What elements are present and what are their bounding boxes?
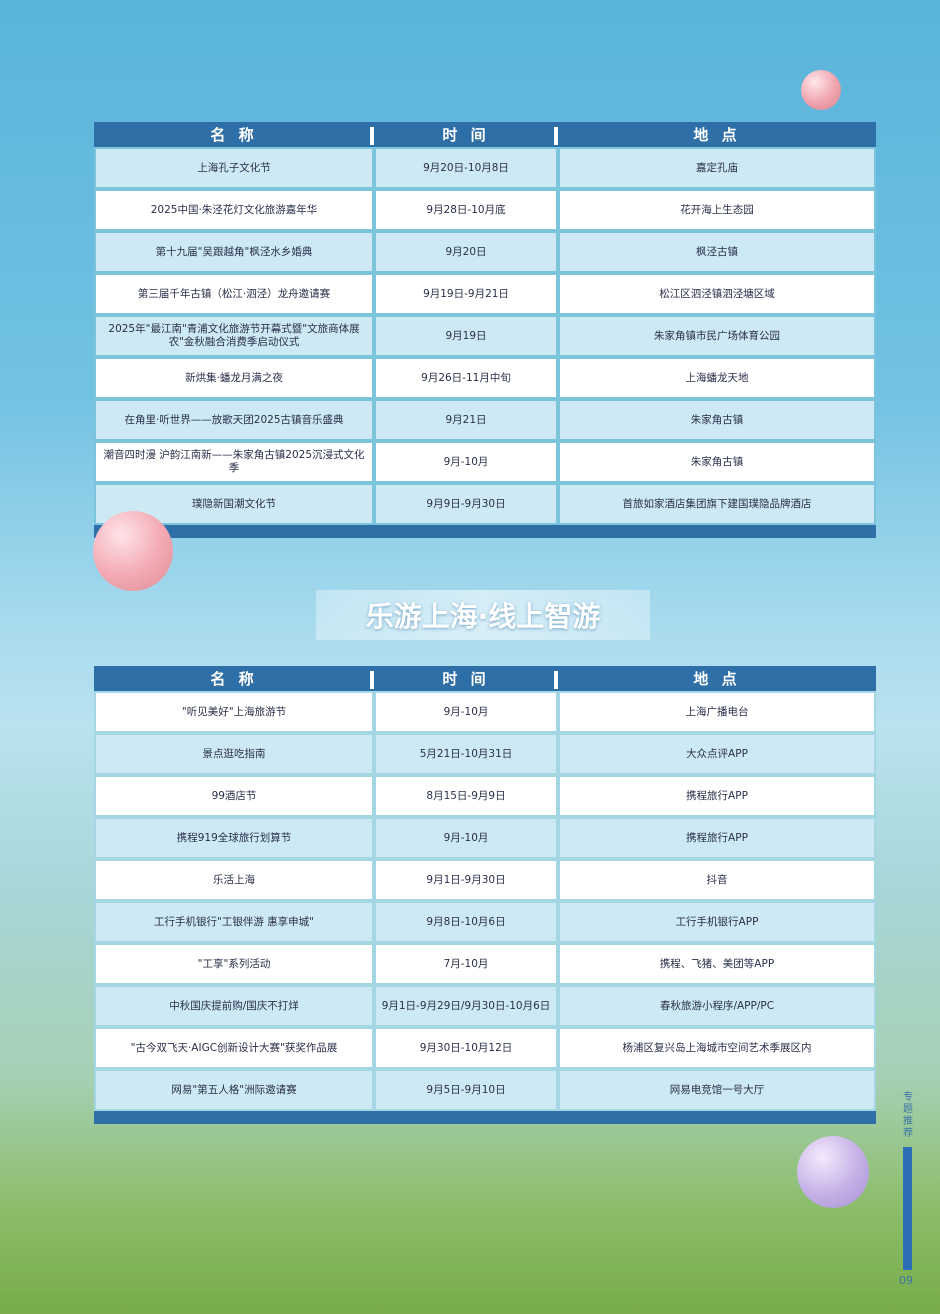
event-name: 新烘集·蟠龙月满之夜: [94, 357, 374, 399]
event-location: 上海广播电台: [558, 691, 876, 733]
header-time: 时 间: [442, 126, 490, 144]
table-header: 名 称 时 间 地 点: [94, 666, 876, 691]
event-time: 7月-10月: [374, 943, 558, 985]
event-time: 9月20日: [374, 231, 558, 273]
event-time: 8月15日-9月9日: [374, 775, 558, 817]
event-time: 9月19日-9月21日: [374, 273, 558, 315]
event-time: 9月26日-11月中旬: [374, 357, 558, 399]
side-label: 专题推荐: [903, 1092, 913, 1139]
table-row: 网易"第五人格"洲际邀请赛 9月5日-9月10日 网易电竞馆一号大厅: [94, 1069, 876, 1111]
table-row: 99酒店节 8月15日-9月9日 携程旅行APP: [94, 775, 876, 817]
event-name: 上海孔子文化节: [94, 147, 374, 189]
table-header: 名 称 时 间 地 点: [94, 122, 876, 147]
event-name: 第十九届"吴跟越角"枫泾水乡婚典: [94, 231, 374, 273]
table-body: 上海孔子文化节 9月20日-10月8日 嘉定孔庙 2025中国·朱泾花灯文化旅游嘉年华…: [94, 147, 876, 525]
table-row: 携程919全球旅行划算节 9月-10月 携程旅行APP: [94, 817, 876, 859]
header-time: 时 间: [442, 670, 490, 688]
event-time: 9月5日-9月10日: [374, 1069, 558, 1111]
event-location: 朱家角古镇: [558, 399, 876, 441]
event-name: "工享"系列活动: [94, 943, 374, 985]
table-row: 景点逛吃指南 5月21日-10月31日 大众点评APP: [94, 733, 876, 775]
event-time: 9月-10月: [374, 441, 558, 483]
header-location: 地 点: [693, 670, 741, 688]
table-row: 新烘集·蟠龙月满之夜 9月26日-11月中旬 上海蟠龙天地: [94, 357, 876, 399]
event-time: 9月1日-9月30日: [374, 859, 558, 901]
event-location: 杨浦区复兴岛上海城市空间艺术季展区内: [558, 1027, 876, 1069]
event-name: 99酒店节: [94, 775, 374, 817]
event-location: 携程、飞猪、美团等APP: [558, 943, 876, 985]
event-name: 工行手机银行"工银伴游 惠享申城": [94, 901, 374, 943]
pink-sphere-decoration: [801, 70, 841, 110]
event-location: 工行手机银行APP: [558, 901, 876, 943]
event-time: 9月21日: [374, 399, 558, 441]
table-row: 第三届千年古镇（松江·泗泾）龙舟邀请赛 9月19日-9月21日 松江区泗泾镇泗泾塘区…: [94, 273, 876, 315]
table-row: 在角里·听世界——放歌天团2025古镇音乐盛典 9月21日 朱家角古镇: [94, 399, 876, 441]
event-location: 朱家角古镇: [558, 441, 876, 483]
purple-sphere-decoration: [797, 1136, 869, 1208]
event-location: 携程旅行APP: [558, 817, 876, 859]
event-location: 上海蟠龙天地: [558, 357, 876, 399]
event-name: 携程919全球旅行划算节: [94, 817, 374, 859]
table-row: 2025年"最江南"青浦文化旅游节开幕式暨"文旅商体展农"金秋融合消费季启动仪式…: [94, 315, 876, 357]
event-name: 2025年"最江南"青浦文化旅游节开幕式暨"文旅商体展农"金秋融合消费季启动仪式: [94, 315, 374, 357]
event-time: 9月-10月: [374, 817, 558, 859]
event-name: 第三届千年古镇（松江·泗泾）龙舟邀请赛: [94, 273, 374, 315]
offline-events-table: 名 称 时 间 地 点 上海孔子文化节 9月20日-10月8日 嘉定孔庙 2025中国…: [94, 122, 876, 538]
event-name: 潮音四时漫 沪韵江南新——朱家角古镇2025沉浸式文化季: [94, 441, 374, 483]
table-row: 乐活上海 9月1日-9月30日 抖音: [94, 859, 876, 901]
table-row: "听见美好"上海旅游节 9月-10月 上海广播电台: [94, 691, 876, 733]
pink-sphere-decoration: [93, 511, 173, 591]
event-name: "听见美好"上海旅游节: [94, 691, 374, 733]
event-time: 9月8日-10月6日: [374, 901, 558, 943]
event-location: 网易电竞馆一号大厅: [558, 1069, 876, 1111]
table-row: 2025中国·朱泾花灯文化旅游嘉年华 9月28日-10月底 花开海上生态园: [94, 189, 876, 231]
event-time: 5月21日-10月31日: [374, 733, 558, 775]
table-footer-bar: [94, 1111, 876, 1124]
event-name: 中秋国庆提前购/国庆不打烊: [94, 985, 374, 1027]
table-row: 中秋国庆提前购/国庆不打烊 9月1日-9月29日/9月30日-10月6日 春秋旅游小…: [94, 985, 876, 1027]
event-time: 9月1日-9月29日/9月30日-10月6日: [374, 985, 558, 1027]
header-name: 名 称: [210, 126, 258, 144]
online-events-table: 名 称 时 间 地 点 "听见美好"上海旅游节 9月-10月 上海广播电台 景点逛吃指…: [94, 666, 876, 1124]
page-number: 09: [899, 1274, 913, 1287]
event-location: 嘉定孔庙: [558, 147, 876, 189]
section-title: 乐游上海·线上智游: [316, 590, 650, 640]
table-row: 第十九届"吴跟越角"枫泾水乡婚典 9月20日 枫泾古镇: [94, 231, 876, 273]
event-location: 抖音: [558, 859, 876, 901]
table-row: "工享"系列活动 7月-10月 携程、飞猪、美团等APP: [94, 943, 876, 985]
side-bar-decoration: [903, 1147, 912, 1270]
table-body: "听见美好"上海旅游节 9月-10月 上海广播电台 景点逛吃指南 5月21日-10月31…: [94, 691, 876, 1111]
event-location: 首旅如家酒店集团旗下建国璞隐品牌酒店: [558, 483, 876, 525]
event-location: 枫泾古镇: [558, 231, 876, 273]
header-location: 地 点: [693, 126, 741, 144]
event-time: 9月-10月: [374, 691, 558, 733]
event-name: 乐活上海: [94, 859, 374, 901]
event-time: 9月19日: [374, 315, 558, 357]
event-location: 大众点评APP: [558, 733, 876, 775]
event-time: 9月28日-10月底: [374, 189, 558, 231]
event-location: 携程旅行APP: [558, 775, 876, 817]
event-name: "古今双飞天·AIGC创新设计大赛"获奖作品展: [94, 1027, 374, 1069]
event-time: 9月9日-9月30日: [374, 483, 558, 525]
table-row: 上海孔子文化节 9月20日-10月8日 嘉定孔庙: [94, 147, 876, 189]
event-name: 2025中国·朱泾花灯文化旅游嘉年华: [94, 189, 374, 231]
table-footer-bar: [94, 525, 876, 538]
table-row: "古今双飞天·AIGC创新设计大赛"获奖作品展 9月30日-10月12日 杨浦区复兴…: [94, 1027, 876, 1069]
event-time: 9月20日-10月8日: [374, 147, 558, 189]
event-name: 在角里·听世界——放歌天团2025古镇音乐盛典: [94, 399, 374, 441]
table-row: 工行手机银行"工银伴游 惠享申城" 9月8日-10月6日 工行手机银行APP: [94, 901, 876, 943]
event-location: 春秋旅游小程序/APP/PC: [558, 985, 876, 1027]
table-row: 潮音四时漫 沪韵江南新——朱家角古镇2025沉浸式文化季 9月-10月 朱家角古镇: [94, 441, 876, 483]
event-time: 9月30日-10月12日: [374, 1027, 558, 1069]
table-row: 璞隐新国潮文化节 9月9日-9月30日 首旅如家酒店集团旗下建国璞隐品牌酒店: [94, 483, 876, 525]
event-location: 花开海上生态园: [558, 189, 876, 231]
header-name: 名 称: [210, 670, 258, 688]
event-location: 松江区泗泾镇泗泾塘区域: [558, 273, 876, 315]
event-name: 景点逛吃指南: [94, 733, 374, 775]
event-name: 网易"第五人格"洲际邀请赛: [94, 1069, 374, 1111]
event-location: 朱家角镇市民广场体育公园: [558, 315, 876, 357]
